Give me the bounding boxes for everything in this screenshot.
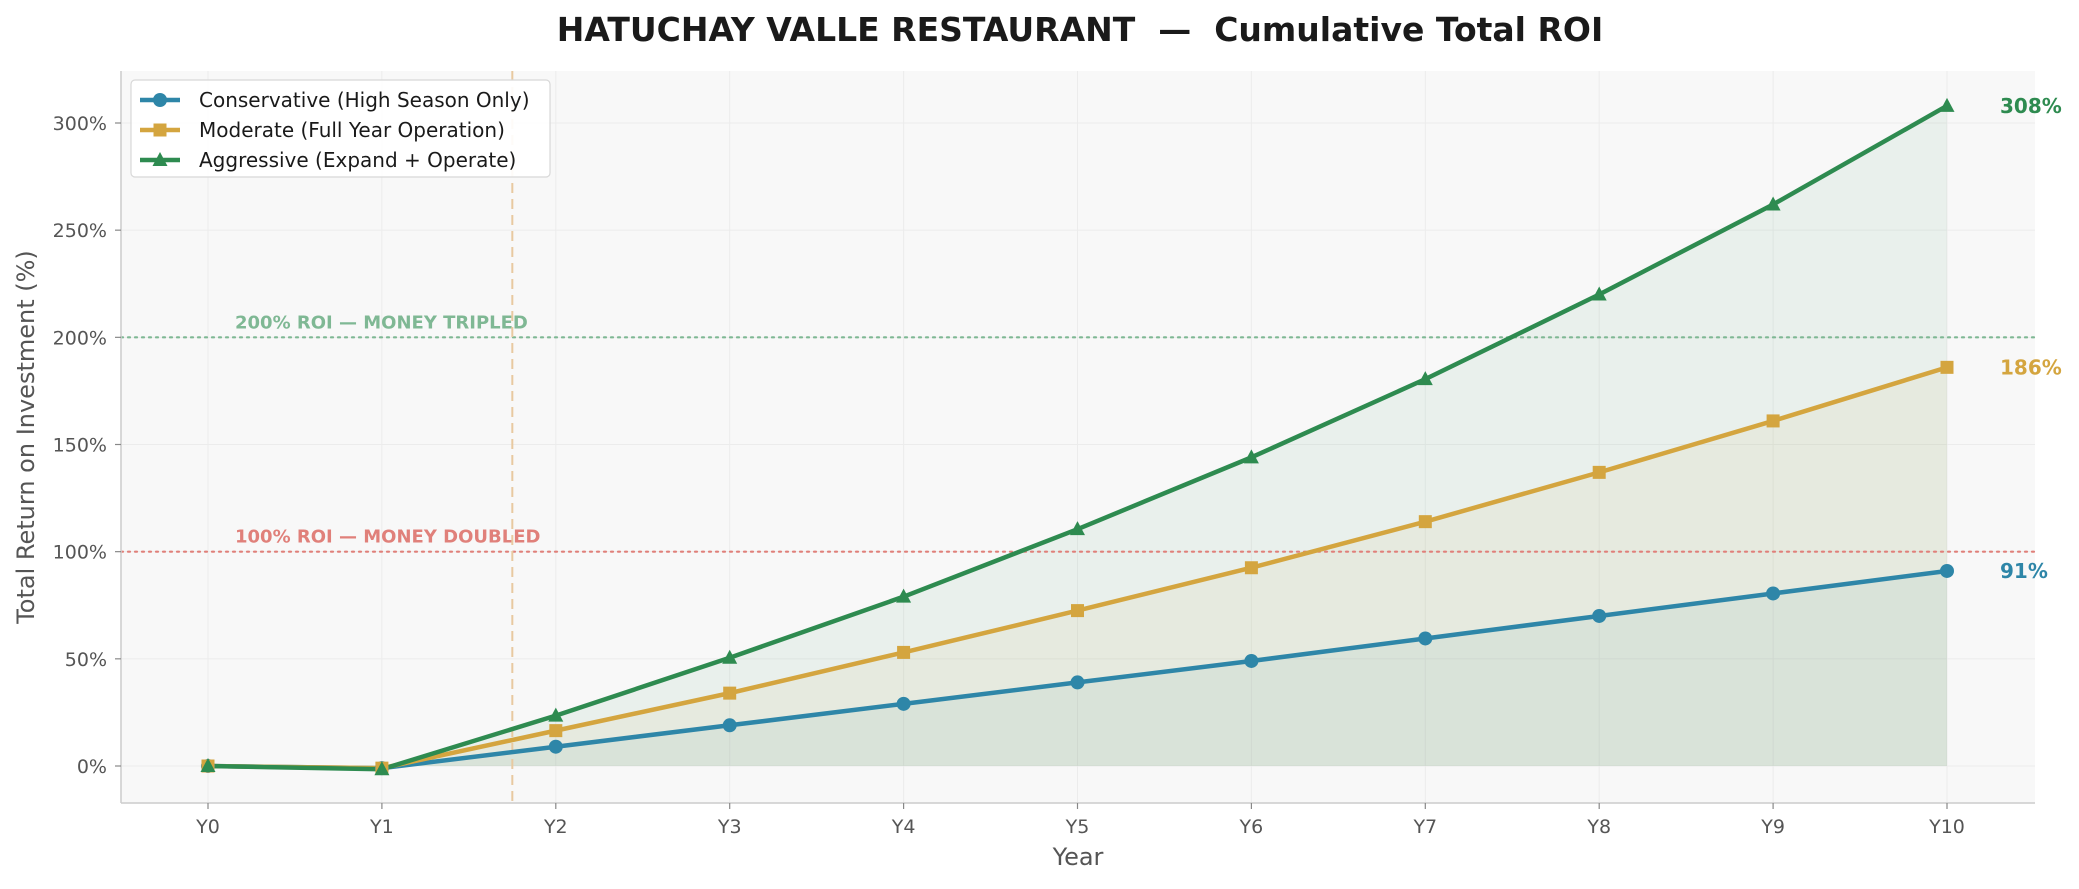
point-s0-Y10	[1940, 563, 1954, 578]
x-tick-label-Y2: Y2	[543, 816, 568, 838]
end-label-2: 308%	[2000, 94, 2062, 118]
y-tick-label-2: 100%	[53, 542, 107, 564]
point-s2-Y7	[1417, 371, 1433, 386]
point-s0-Y4	[896, 696, 911, 711]
y-tick-label-4: 200%	[53, 327, 107, 349]
y-tick-label-1: 50%	[65, 649, 107, 671]
point-s1-Y5	[1071, 604, 1084, 618]
point-s0-Y2	[548, 739, 563, 754]
x-tick-label-Y1: Y1	[369, 816, 394, 838]
y-axis-title: Total Return on Investment (%)	[12, 250, 40, 625]
chart-title: HATUCHAY VALLE RESTAURANT — Cumulative T…	[557, 10, 1603, 49]
point-s1-Y8	[1592, 465, 1606, 479]
point-s2-Y6	[1243, 449, 1259, 464]
y-tick-label-0: 0%	[77, 756, 107, 778]
point-s2-Y3	[722, 649, 738, 664]
x-tick-label-Y5: Y5	[1065, 816, 1090, 838]
point-s1-Y10	[1940, 360, 1954, 374]
x-axis-title: Year	[1052, 843, 1104, 871]
point-s0-Y7	[1418, 631, 1433, 646]
x-tick-label-Y9: Y9	[1760, 816, 1785, 838]
legend-label-2: Aggressive (Expand + Operate)	[199, 148, 516, 172]
reference-lines: 200% ROI — MONEY TRIPLED 100% ROI — MONEY…	[119, 312, 2037, 553]
y-tick-label-5: 250%	[53, 220, 107, 242]
point-s2-Y8	[1591, 286, 1607, 301]
point-s2-Y2	[548, 707, 564, 722]
legend-marker-0	[153, 93, 167, 107]
series-markers	[200, 97, 1955, 776]
reference-label-200: 200% ROI — MONEY TRIPLED	[235, 312, 528, 333]
point-s2-Y1	[374, 761, 390, 776]
x-axis-ticks: Y0 Y1 Y2 Y3 Y4 Y5 Y6 Y7 Y8 Y9 Y10	[195, 803, 1965, 838]
y-axis-ticks: 0% 50% 100% 150% 200% 250% 300%	[53, 113, 121, 778]
point-s0-Y6	[1244, 653, 1259, 668]
x-tick-label-Y6: Y6	[1239, 816, 1264, 838]
legend-label-0: Conservative (High Season Only)	[199, 88, 530, 112]
reference-label-100: 100% ROI — MONEY DOUBLED	[235, 527, 540, 548]
area-fill-1	[208, 367, 1947, 769]
y-tick-label-3: 150%	[53, 435, 107, 457]
point-s0-Y3	[722, 718, 737, 733]
x-tick-label-Y7: Y7	[1412, 816, 1437, 838]
legend-marker-2	[152, 152, 168, 166]
point-s2-Y9	[1765, 196, 1781, 211]
point-s0-Y5	[1070, 675, 1085, 690]
point-s2-Y5	[1070, 521, 1085, 536]
x-tick-label-Y10: Y10	[1928, 816, 1965, 838]
x-tick-label-Y3: Y3	[717, 816, 742, 838]
point-s2-Y10	[1939, 97, 1955, 112]
point-s1-Y6	[1244, 561, 1258, 575]
point-s0-Y8	[1592, 608, 1607, 623]
point-s1-Y3	[723, 686, 737, 700]
point-s0-Y9	[1766, 586, 1781, 601]
legend-marker-1	[153, 123, 167, 137]
x-tick-label-Y8: Y8	[1586, 816, 1611, 838]
grid	[121, 71, 2035, 803]
end-label-1: 186%	[2000, 355, 2062, 379]
end-label-0: 91%	[2000, 559, 2048, 583]
x-tick-label-Y0: Y0	[195, 816, 220, 838]
point-s2-Y0	[200, 758, 216, 772]
area-fill-0	[208, 570, 1947, 769]
legend-label-1: Moderate (Full Year Operation)	[199, 118, 505, 142]
point-s2-Y4	[896, 588, 912, 603]
legend-box	[130, 79, 551, 178]
point-s1-Y7	[1418, 515, 1432, 529]
x-tick-label-Y4: Y4	[891, 816, 916, 838]
point-s1-Y4	[897, 645, 911, 659]
area-fills	[208, 105, 1947, 770]
point-s1-Y2	[549, 724, 563, 738]
end-labels: 91% 186% 308%	[2000, 94, 2062, 583]
y-tick-label-6: 300%	[53, 113, 107, 135]
point-s1-Y9	[1766, 414, 1780, 428]
area-fill-2	[208, 105, 1947, 770]
legend: Conservative (High Season Only) Moderate …	[130, 79, 551, 178]
